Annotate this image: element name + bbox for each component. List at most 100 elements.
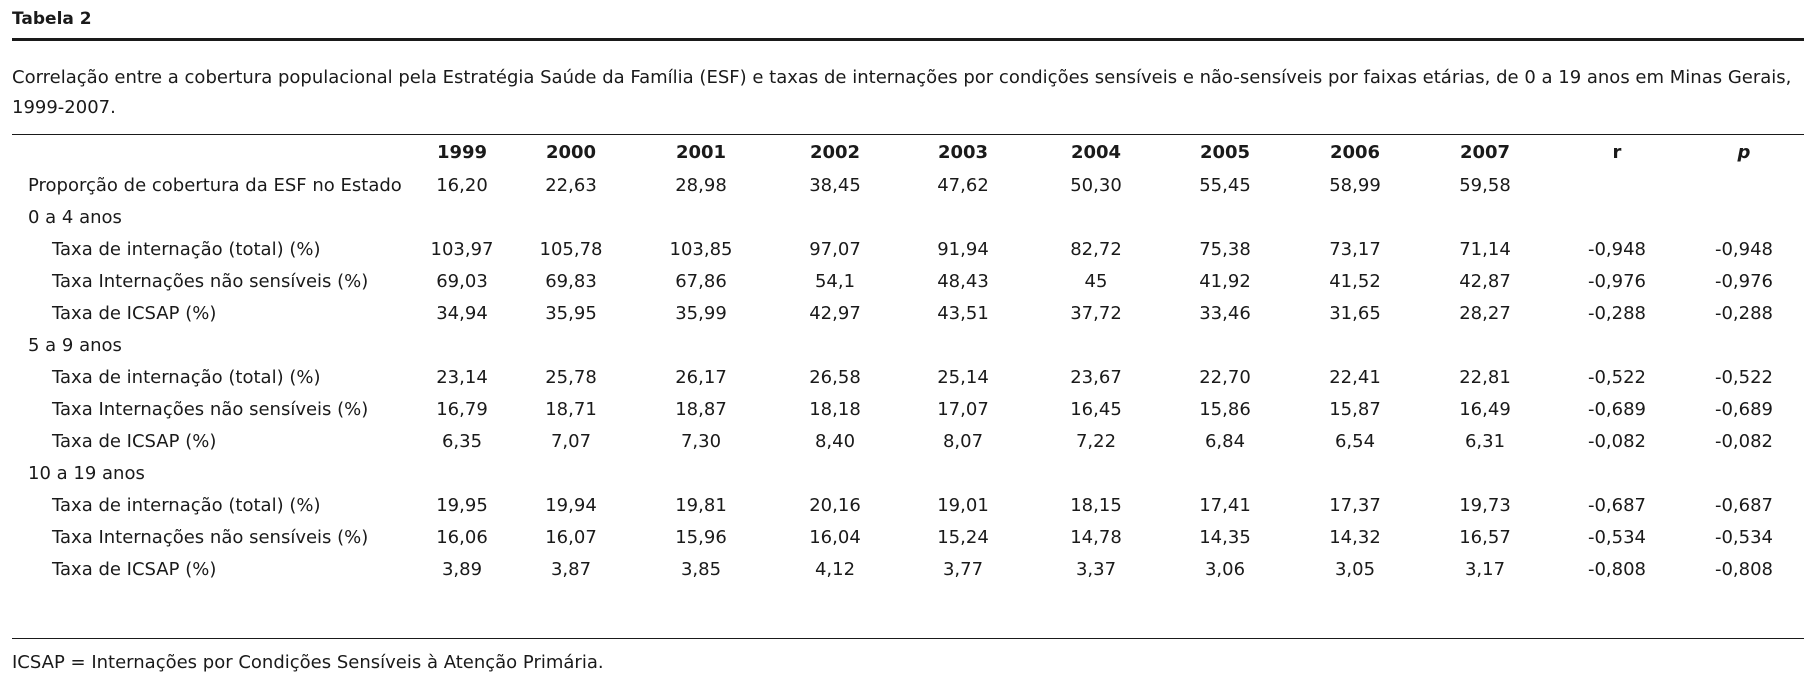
header-cell-2005: 2005: [1199, 142, 1251, 163]
table-cell: 28,27: [1459, 303, 1511, 324]
empty-cell: [408, 330, 1804, 362]
table-cell: 7,30: [680, 431, 722, 452]
table-cell: 37,72: [1070, 303, 1122, 324]
table-row: Taxa Internações não sensíveis (%) 16,79…: [12, 394, 1804, 426]
table-cell: 33,46: [1199, 303, 1251, 324]
table-footnote: ICSAP = Internações por Condições Sensív…: [12, 652, 604, 673]
table-cell: 41,52: [1329, 271, 1381, 292]
table-cell: 59,58: [1459, 175, 1511, 196]
table-cell: -0,288: [1714, 303, 1774, 324]
table-cell: 16,79: [436, 399, 488, 420]
group-label: 10 a 19 anos: [28, 463, 145, 484]
top-rule: [12, 38, 1804, 41]
header-cell-2004: 2004: [1070, 142, 1122, 163]
table-cell: 67,86: [675, 271, 727, 292]
table-cell: 16,45: [1070, 399, 1122, 420]
table-cell: 16,49: [1459, 399, 1511, 420]
table-cell: 42,97: [809, 303, 861, 324]
table-cell: 22,63: [545, 175, 597, 196]
table-cell: 54,1: [814, 271, 856, 292]
table-row: Taxa de internação (total) (%) 103,97 10…: [12, 234, 1804, 266]
table-cell: 18,18: [809, 399, 861, 420]
table-cell: -0,082: [1587, 431, 1647, 452]
row-label: Taxa Internações não sensíveis (%): [52, 271, 369, 292]
table-cell: 28,98: [675, 175, 727, 196]
table-row: Taxa Internações não sensíveis (%) 69,03…: [12, 266, 1804, 298]
table-cell: 23,14: [436, 367, 488, 388]
table-cell: 15,87: [1329, 399, 1381, 420]
table-cell: 35,95: [545, 303, 597, 324]
table-caption: Correlação entre a cobertura populaciona…: [12, 67, 1792, 118]
table-cell: -0,976: [1714, 271, 1774, 292]
table-cell: 19,95: [436, 495, 488, 516]
table-cell: 3,37: [1075, 559, 1117, 580]
table-cell: 3,85: [680, 559, 722, 580]
table-cell: 69,03: [436, 271, 488, 292]
table-cell: 6,84: [1204, 431, 1246, 452]
table-row-coverage: Proporção de cobertura da ESF no Estado …: [12, 170, 1804, 202]
row-label: Taxa de internação (total) (%): [52, 495, 321, 516]
header-cell-2001: 2001: [675, 142, 727, 163]
table-cell: 26,58: [809, 367, 861, 388]
table-cell: 20,16: [809, 495, 861, 516]
table-cell: 91,94: [937, 239, 989, 260]
table-cell: 26,17: [675, 367, 727, 388]
table-cell: 3,06: [1204, 559, 1246, 580]
table-cell: 55,45: [1199, 175, 1251, 196]
table-cell: 16,20: [436, 175, 488, 196]
table-cell: -0,522: [1714, 367, 1774, 388]
table-cell: 97,07: [809, 239, 861, 260]
table-cell: 38,45: [809, 175, 861, 196]
table-cell: 105,78: [539, 239, 603, 260]
table-cell: 16,06: [436, 527, 488, 548]
header-cell-2007: 2007: [1459, 142, 1511, 163]
group-header-row: 10 a 19 anos: [12, 458, 1804, 490]
table-cell: 22,81: [1459, 367, 1511, 388]
empty-cell: [408, 458, 1804, 490]
row-label: Taxa de ICSAP (%): [52, 431, 217, 452]
table-cell: [1550, 170, 1684, 202]
header-row: 1999 2000 2001 2002 2003 2004 2005 2006 …: [12, 136, 1804, 170]
table-cell: -0,687: [1587, 495, 1647, 516]
table-cell: 103,85: [669, 239, 733, 260]
table-cell: -0,534: [1587, 527, 1647, 548]
table-cell: 50,30: [1070, 175, 1122, 196]
table-cell: 14,78: [1070, 527, 1122, 548]
table-cell: 58,99: [1329, 175, 1381, 196]
table-cell: 25,14: [937, 367, 989, 388]
table-row: Taxa de ICSAP (%) 6,35 7,07 7,30 8,40 8,…: [12, 426, 1804, 458]
table-cell: 14,32: [1329, 527, 1381, 548]
header-cell-2006: 2006: [1329, 142, 1381, 163]
group-header-row: 0 a 4 anos: [12, 202, 1804, 234]
table-cell: 19,94: [545, 495, 597, 516]
table-cell: 6,31: [1464, 431, 1506, 452]
bottom-rule: [12, 638, 1804, 639]
table-cell: 34,94: [436, 303, 488, 324]
table-cell: 47,62: [937, 175, 989, 196]
table-cell: 7,07: [550, 431, 592, 452]
table-cell: 73,17: [1329, 239, 1381, 260]
table-cell: 17,37: [1329, 495, 1381, 516]
table-cell: -0,082: [1714, 431, 1774, 452]
table-cell: 41,92: [1199, 271, 1251, 292]
table-title: Tabela 2: [12, 9, 92, 29]
table-cell: 16,57: [1459, 527, 1511, 548]
row-label: Proporção de cobertura da ESF no Estado: [28, 175, 402, 196]
data-table: 1999 2000 2001 2002 2003 2004 2005 2006 …: [12, 136, 1804, 586]
table-cell: 3,89: [441, 559, 483, 580]
table-cell: -0,976: [1587, 271, 1647, 292]
table-cell: 103,97: [430, 239, 494, 260]
table-cell: 15,96: [675, 527, 727, 548]
table-cell: 18,15: [1070, 495, 1122, 516]
table-cell: 45: [1084, 271, 1108, 292]
table-row: Taxa de ICSAP (%) 3,89 3,87 3,85 4,12 3,…: [12, 554, 1804, 586]
table-cell: 8,40: [814, 431, 856, 452]
row-label: Taxa Internações não sensíveis (%): [52, 399, 369, 420]
header-cell-1999: 1999: [436, 142, 488, 163]
table-cell: 19,01: [937, 495, 989, 516]
table-cell: 4,12: [814, 559, 856, 580]
table-cell: 7,22: [1075, 431, 1117, 452]
table-cell: 17,07: [937, 399, 989, 420]
table-cell: 43,51: [937, 303, 989, 324]
